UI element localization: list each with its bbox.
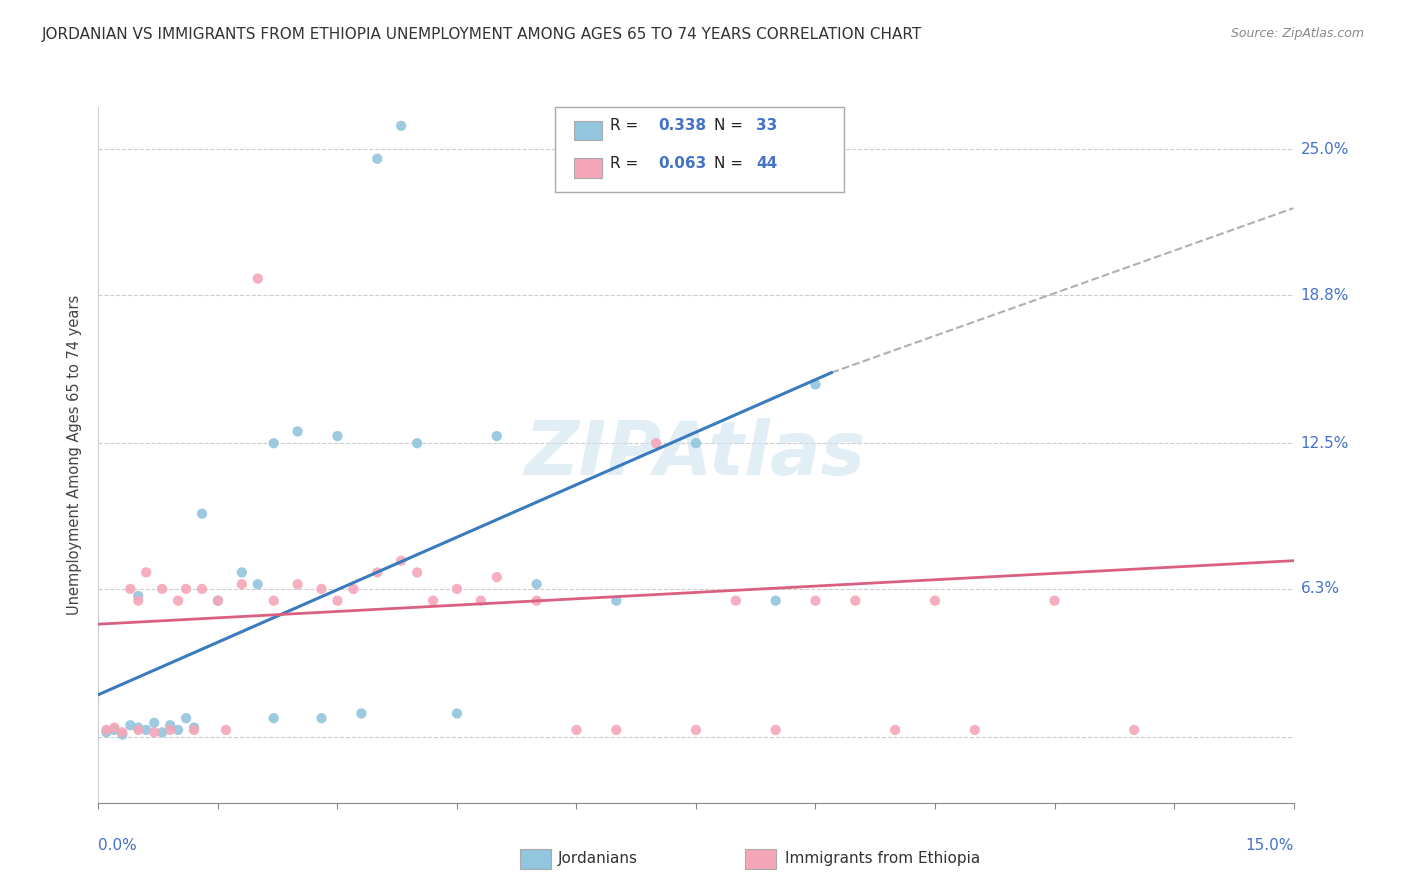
Point xyxy=(111,728,134,742)
Point xyxy=(127,723,149,737)
Point xyxy=(350,706,373,721)
Y-axis label: Unemployment Among Ages 65 to 74 years: Unemployment Among Ages 65 to 74 years xyxy=(67,294,83,615)
Point xyxy=(446,582,468,596)
Text: 0.063: 0.063 xyxy=(658,156,706,171)
Point xyxy=(422,593,444,607)
Text: JORDANIAN VS IMMIGRANTS FROM ETHIOPIA UNEMPLOYMENT AMONG AGES 65 TO 74 YEARS COR: JORDANIAN VS IMMIGRANTS FROM ETHIOPIA UN… xyxy=(42,27,922,42)
Point xyxy=(844,593,866,607)
Point xyxy=(150,725,173,739)
Text: 6.3%: 6.3% xyxy=(1301,582,1340,597)
Point xyxy=(215,723,238,737)
Point xyxy=(207,593,229,607)
Point xyxy=(135,723,157,737)
Point xyxy=(183,721,205,735)
Point xyxy=(470,593,492,607)
Point xyxy=(366,152,388,166)
Point xyxy=(342,582,364,596)
Point xyxy=(167,593,190,607)
Text: 25.0%: 25.0% xyxy=(1301,142,1348,157)
Point xyxy=(685,723,707,737)
Text: 12.5%: 12.5% xyxy=(1301,435,1348,450)
Point xyxy=(485,570,508,584)
Text: 15.0%: 15.0% xyxy=(1246,838,1294,854)
Text: 33: 33 xyxy=(756,119,778,134)
Point xyxy=(605,593,627,607)
Text: N =: N = xyxy=(714,156,748,171)
Point xyxy=(884,723,907,737)
Text: ZIPAtlas: ZIPAtlas xyxy=(526,418,866,491)
Point xyxy=(174,582,197,596)
Point xyxy=(326,593,349,607)
Point xyxy=(159,723,181,737)
Point xyxy=(183,723,205,737)
Point xyxy=(406,436,429,450)
Point xyxy=(389,119,412,133)
Point xyxy=(326,429,349,443)
Point xyxy=(263,711,285,725)
Point xyxy=(526,593,548,607)
Point xyxy=(103,723,125,737)
Point xyxy=(565,723,588,737)
Point xyxy=(159,718,181,732)
Point xyxy=(287,577,309,591)
Point xyxy=(804,593,827,607)
Point xyxy=(406,566,429,580)
Point xyxy=(191,507,214,521)
Point xyxy=(96,723,118,737)
Point xyxy=(685,436,707,450)
Text: R =: R = xyxy=(610,156,644,171)
Point xyxy=(804,377,827,392)
Point xyxy=(96,725,118,739)
Point xyxy=(526,577,548,591)
Point xyxy=(246,271,269,285)
Point xyxy=(605,723,627,737)
Point xyxy=(311,711,333,725)
Point xyxy=(1123,723,1146,737)
Point xyxy=(263,436,285,450)
Point xyxy=(150,582,173,596)
Point xyxy=(446,706,468,721)
Point xyxy=(207,593,229,607)
Point xyxy=(263,593,285,607)
Point xyxy=(231,566,253,580)
Point xyxy=(724,593,747,607)
Point xyxy=(191,582,214,596)
Point xyxy=(135,566,157,580)
Point xyxy=(311,582,333,596)
Point xyxy=(287,425,309,439)
Point xyxy=(765,723,787,737)
Point xyxy=(120,718,142,732)
Point xyxy=(231,577,253,591)
Point xyxy=(143,715,166,730)
Point xyxy=(103,721,125,735)
Text: 44: 44 xyxy=(756,156,778,171)
Text: 18.8%: 18.8% xyxy=(1301,287,1348,302)
Point xyxy=(924,593,946,607)
Point xyxy=(174,711,197,725)
Point xyxy=(111,725,134,739)
Point xyxy=(1043,593,1066,607)
Text: R =: R = xyxy=(610,119,644,134)
Point xyxy=(765,593,787,607)
Point xyxy=(246,577,269,591)
Point xyxy=(167,723,190,737)
Point xyxy=(127,593,149,607)
Point xyxy=(127,721,149,735)
Point xyxy=(963,723,986,737)
Text: Source: ZipAtlas.com: Source: ZipAtlas.com xyxy=(1230,27,1364,40)
Point xyxy=(143,725,166,739)
Text: Immigrants from Ethiopia: Immigrants from Ethiopia xyxy=(785,851,980,865)
Text: N =: N = xyxy=(714,119,748,134)
Text: Jordanians: Jordanians xyxy=(558,851,638,865)
Text: 0.0%: 0.0% xyxy=(98,838,138,854)
Point xyxy=(485,429,508,443)
Point xyxy=(127,589,149,603)
Point xyxy=(389,554,412,568)
Text: 0.338: 0.338 xyxy=(658,119,706,134)
Point xyxy=(366,566,388,580)
Point xyxy=(120,582,142,596)
Point xyxy=(645,436,668,450)
